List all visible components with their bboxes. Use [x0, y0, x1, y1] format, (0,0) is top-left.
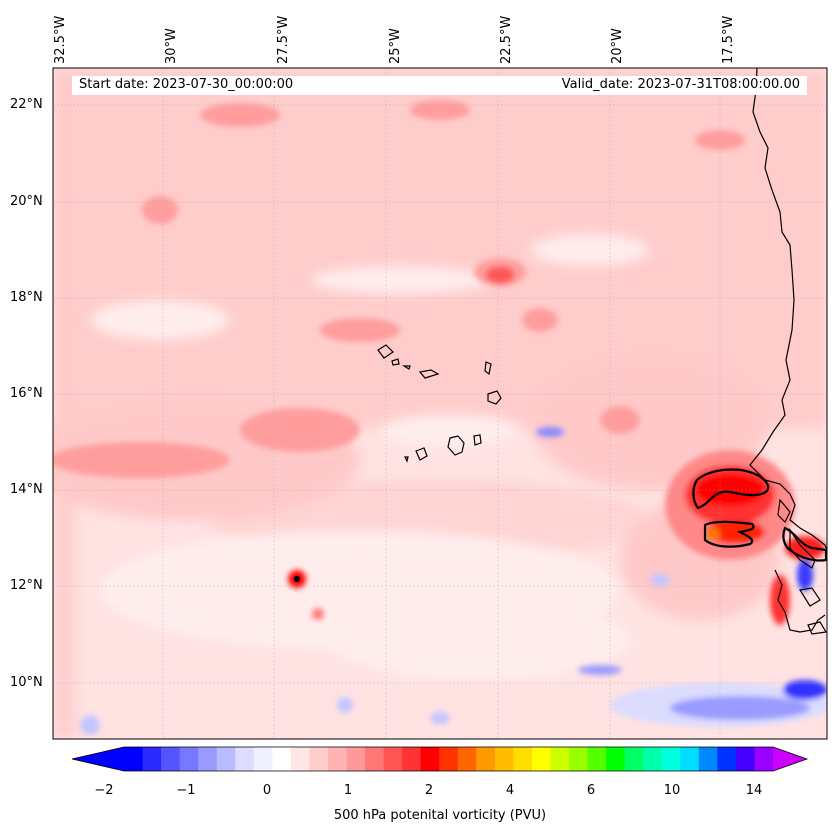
- colorbar-swatch: [606, 747, 626, 771]
- colorbar-swatch: [661, 747, 681, 771]
- date-info-box: Start date: 2023-07-30_00:00:00 Valid_da…: [72, 76, 807, 95]
- cape-verde-islands: [377, 344, 502, 463]
- cbar-tick-neg1: −1: [176, 783, 196, 798]
- cbar-tick-1: 1: [343, 783, 353, 798]
- cbar-tick-10: 10: [663, 783, 681, 798]
- lat-label-12n: 12°N: [10, 578, 43, 593]
- colorbar-swatch: [142, 747, 162, 771]
- cbar-tick-14: 14: [745, 783, 763, 798]
- colorbar-swatch: [550, 747, 570, 771]
- pv-field-white: [90, 234, 650, 680]
- colorbar-under-extend: [72, 747, 124, 771]
- lat-label-10n: 10°N: [10, 675, 43, 690]
- colorbar-swatch: [253, 747, 273, 771]
- colorbar-swatch: [346, 747, 366, 771]
- start-date-text: Start date: 2023-07-30_00:00:00: [79, 77, 294, 92]
- cbar-tick-2: 2: [424, 783, 434, 798]
- colorbar-swatch: [680, 747, 700, 771]
- colorbar-swatch: [216, 747, 236, 771]
- colorbar-swatch: [513, 747, 533, 771]
- colorbar-swatch: [124, 747, 144, 771]
- colorbar-swatch: [198, 747, 218, 771]
- pv-field-negative: [80, 427, 827, 735]
- colorbar-swatch: [402, 747, 422, 771]
- colorbar-swatch: [161, 747, 181, 771]
- lon-label-17-5w: 17.5°W: [721, 15, 736, 64]
- lon-label-25w: 25°W: [388, 28, 403, 64]
- colorbar-swatch: [587, 747, 607, 771]
- lat-label-16n: 16°N: [10, 386, 43, 401]
- colorbar-outline: [71, 746, 809, 772]
- colorbar-swatch: [457, 747, 477, 771]
- coastline: [749, 68, 827, 635]
- map-frame: [52, 67, 828, 740]
- colorbar-swatch: [365, 747, 385, 771]
- colorbar-swatch: [235, 747, 255, 771]
- colorbar-swatch: [476, 747, 496, 771]
- colorbar-swatch: [383, 747, 403, 771]
- lat-label-22n: 22°N: [10, 97, 43, 112]
- colorbar-swatch: [624, 747, 644, 771]
- pv-contours: [293, 468, 827, 583]
- colorbar-swatch: [290, 747, 310, 771]
- map-panel: [53, 68, 827, 739]
- gridlines: [53, 68, 827, 739]
- colorbar-swatch: [179, 747, 199, 771]
- colorbar-swatch: [531, 747, 551, 771]
- colorbar-swatch: [327, 747, 348, 771]
- pv-field-medium: [53, 100, 745, 478]
- cbar-tick-0: 0: [262, 783, 272, 798]
- cbar-tick-6: 6: [586, 783, 596, 798]
- colorbar-swatch: [309, 747, 329, 771]
- lat-label-14n: 14°N: [10, 482, 43, 497]
- colorbar-over-extend: [773, 747, 807, 771]
- lon-label-20w: 20°W: [610, 28, 625, 64]
- valid-date-text: Valid_date: 2023-07-31T08:00:00.00: [561, 77, 800, 92]
- cbar-tick-neg2: −2: [94, 783, 114, 798]
- colorbar-swatch: [717, 747, 737, 771]
- colorbar-swatch: [420, 747, 440, 771]
- cbar-tick-4: 4: [505, 783, 515, 798]
- colorbar-swatch: [698, 747, 718, 771]
- colorbar-swatch: [439, 747, 459, 771]
- colorbar-swatch: [754, 747, 774, 771]
- colorbar-label: 500 hPa potenital vorticity (PVU): [333, 808, 547, 823]
- lon-label-22-5w: 22.5°W: [499, 15, 514, 64]
- lon-label-30w: 30°W: [164, 28, 179, 64]
- colorbar: [71, 746, 809, 772]
- colorbar-swatch: [272, 747, 292, 771]
- lat-label-18n: 18°N: [10, 290, 43, 305]
- lon-label-27-5w: 27.5°W: [276, 15, 291, 64]
- colorbar-swatch: [643, 747, 663, 771]
- colorbar-swatch: [569, 747, 589, 771]
- colorbar-swatch: [494, 747, 514, 771]
- lon-label-32-5w: 32.5°W: [53, 15, 68, 64]
- pv-field-light: [53, 68, 827, 739]
- lat-label-20n: 20°N: [10, 194, 43, 209]
- colorbar-swatch: [735, 747, 755, 771]
